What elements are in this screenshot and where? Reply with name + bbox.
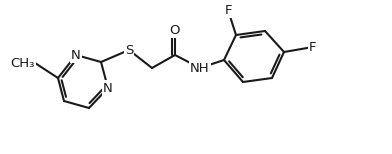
Text: N: N bbox=[103, 81, 113, 95]
Text: N: N bbox=[71, 49, 81, 61]
Text: F: F bbox=[309, 41, 317, 53]
Text: F: F bbox=[224, 4, 232, 16]
Text: S: S bbox=[125, 43, 133, 57]
Text: NH: NH bbox=[190, 61, 210, 75]
Text: CH₃: CH₃ bbox=[11, 57, 35, 69]
Text: O: O bbox=[170, 24, 180, 36]
